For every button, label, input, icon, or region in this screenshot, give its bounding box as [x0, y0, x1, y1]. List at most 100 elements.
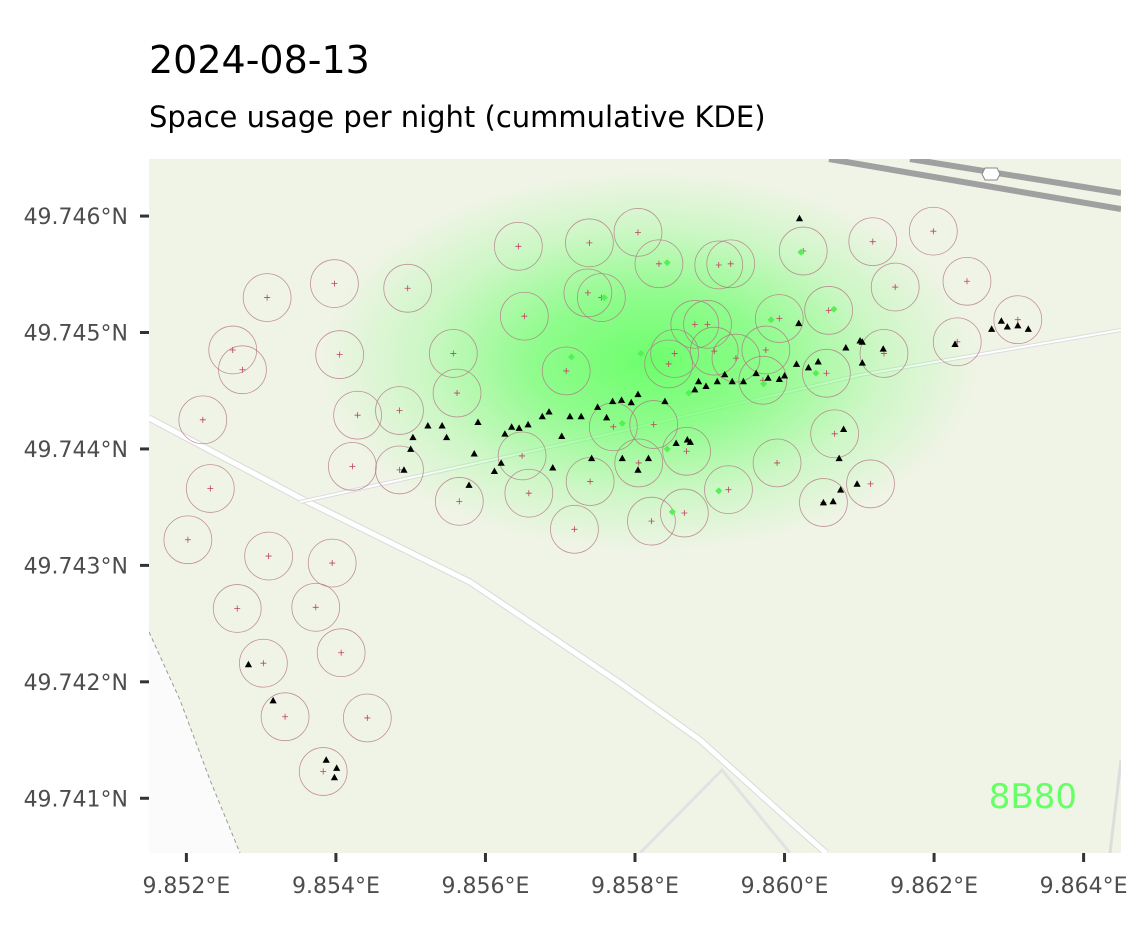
detection-point — [400, 466, 408, 473]
trap-circle — [859, 329, 909, 378]
trap-cross — [650, 421, 657, 428]
trap-circle — [799, 478, 848, 527]
trap-cross — [320, 768, 327, 775]
trap-circle — [504, 468, 554, 518]
active-trap — [715, 487, 723, 495]
detection-point — [764, 374, 772, 381]
trap-circle — [428, 329, 478, 378]
detection-point — [515, 424, 523, 431]
detection-point — [691, 385, 699, 393]
trap-cross — [404, 285, 411, 292]
trap-circle — [328, 442, 377, 491]
detection-point — [694, 377, 703, 385]
detection-point — [1024, 325, 1032, 332]
trap-circle — [383, 263, 433, 313]
trap-circle — [810, 409, 859, 459]
trap-circle — [650, 329, 699, 378]
detection-point — [269, 696, 277, 704]
trap-cross — [184, 536, 191, 543]
detection-point — [618, 454, 626, 462]
active-trap-markers — [567, 248, 838, 516]
detection-point — [837, 486, 845, 493]
trap-cross — [648, 518, 655, 525]
tag-label: 8B80 — [989, 777, 1077, 817]
detection-point — [322, 756, 330, 763]
detection-point — [566, 412, 574, 420]
trap-circle — [870, 262, 920, 312]
trap-cross — [260, 660, 267, 667]
trap-circle — [342, 693, 392, 743]
active-trap — [767, 316, 775, 324]
active-trap — [600, 294, 608, 302]
trap-cross — [774, 459, 781, 466]
y-tick-label: 49.743°N — [24, 554, 128, 579]
trap-cross — [199, 416, 206, 423]
detection-point — [1014, 321, 1022, 329]
trap-cross — [264, 294, 271, 301]
trap-cross — [563, 367, 570, 374]
detection-point — [602, 413, 611, 421]
x-tick-label: 9.860°E — [741, 874, 829, 899]
active-trap — [685, 389, 693, 397]
trap-circle — [212, 584, 262, 633]
y-axis: 49.741°N 49.742°N 49.743°N 49.744°N 49.745°N… — [24, 205, 149, 812]
active-trap — [760, 380, 768, 388]
trap-cross — [521, 313, 528, 320]
trap-cross — [354, 412, 361, 419]
trap-cross — [831, 430, 838, 437]
detection-point — [470, 450, 478, 457]
trap-cross — [525, 490, 532, 497]
trap-circle — [494, 222, 543, 271]
plot-title: 2024-08-13 — [149, 38, 370, 82]
trap-circle — [291, 582, 341, 632]
detection-point — [819, 498, 828, 506]
detection-point — [474, 418, 482, 426]
trap-circle — [942, 256, 992, 306]
active-trap — [663, 259, 671, 267]
active-trap — [567, 353, 575, 361]
trap-cross — [823, 370, 830, 377]
edge-road — [1108, 759, 1121, 853]
trap-circle — [163, 515, 213, 565]
detection-point — [627, 398, 635, 406]
detection-point — [644, 454, 653, 462]
trap-circle — [660, 488, 709, 538]
trap-cross — [825, 307, 832, 314]
trap-cross — [930, 228, 937, 235]
detection-point — [465, 481, 473, 488]
trap-cross — [229, 346, 236, 353]
trap-circle — [310, 259, 359, 308]
trap-circle — [629, 400, 679, 449]
trap-circles — [163, 206, 1043, 796]
detection-point — [244, 660, 253, 668]
kde-density — [319, 171, 980, 552]
trap-cross — [655, 260, 662, 267]
detection-point — [497, 459, 505, 466]
trap-circle — [239, 638, 288, 688]
trap-cross — [234, 605, 241, 612]
trap-circle — [315, 330, 364, 379]
trap-circle — [706, 239, 756, 289]
detection-point — [333, 764, 341, 771]
y-tick-label: 49.745°N — [24, 322, 128, 347]
boundary-line — [149, 631, 241, 853]
x-tick-label: 9.858°E — [591, 874, 679, 899]
detection-point — [951, 340, 959, 348]
trap-cross — [762, 346, 769, 353]
detection-point — [686, 438, 694, 445]
detection-point — [829, 497, 837, 505]
detection-point — [490, 467, 499, 474]
trap-circle — [244, 531, 293, 581]
highway-lane-1 — [828, 159, 1121, 212]
trap-circle — [909, 206, 958, 256]
detection-point — [438, 422, 446, 429]
trap-circle — [704, 465, 753, 515]
detection-point — [775, 375, 783, 382]
detection-point — [853, 480, 861, 487]
trap-markers — [184, 228, 1021, 775]
trap-cross — [634, 229, 641, 236]
trap-cross — [396, 466, 403, 473]
trap-cross — [338, 649, 345, 656]
detection-point — [558, 432, 566, 440]
y-tick-label: 49.744°N — [24, 438, 128, 463]
